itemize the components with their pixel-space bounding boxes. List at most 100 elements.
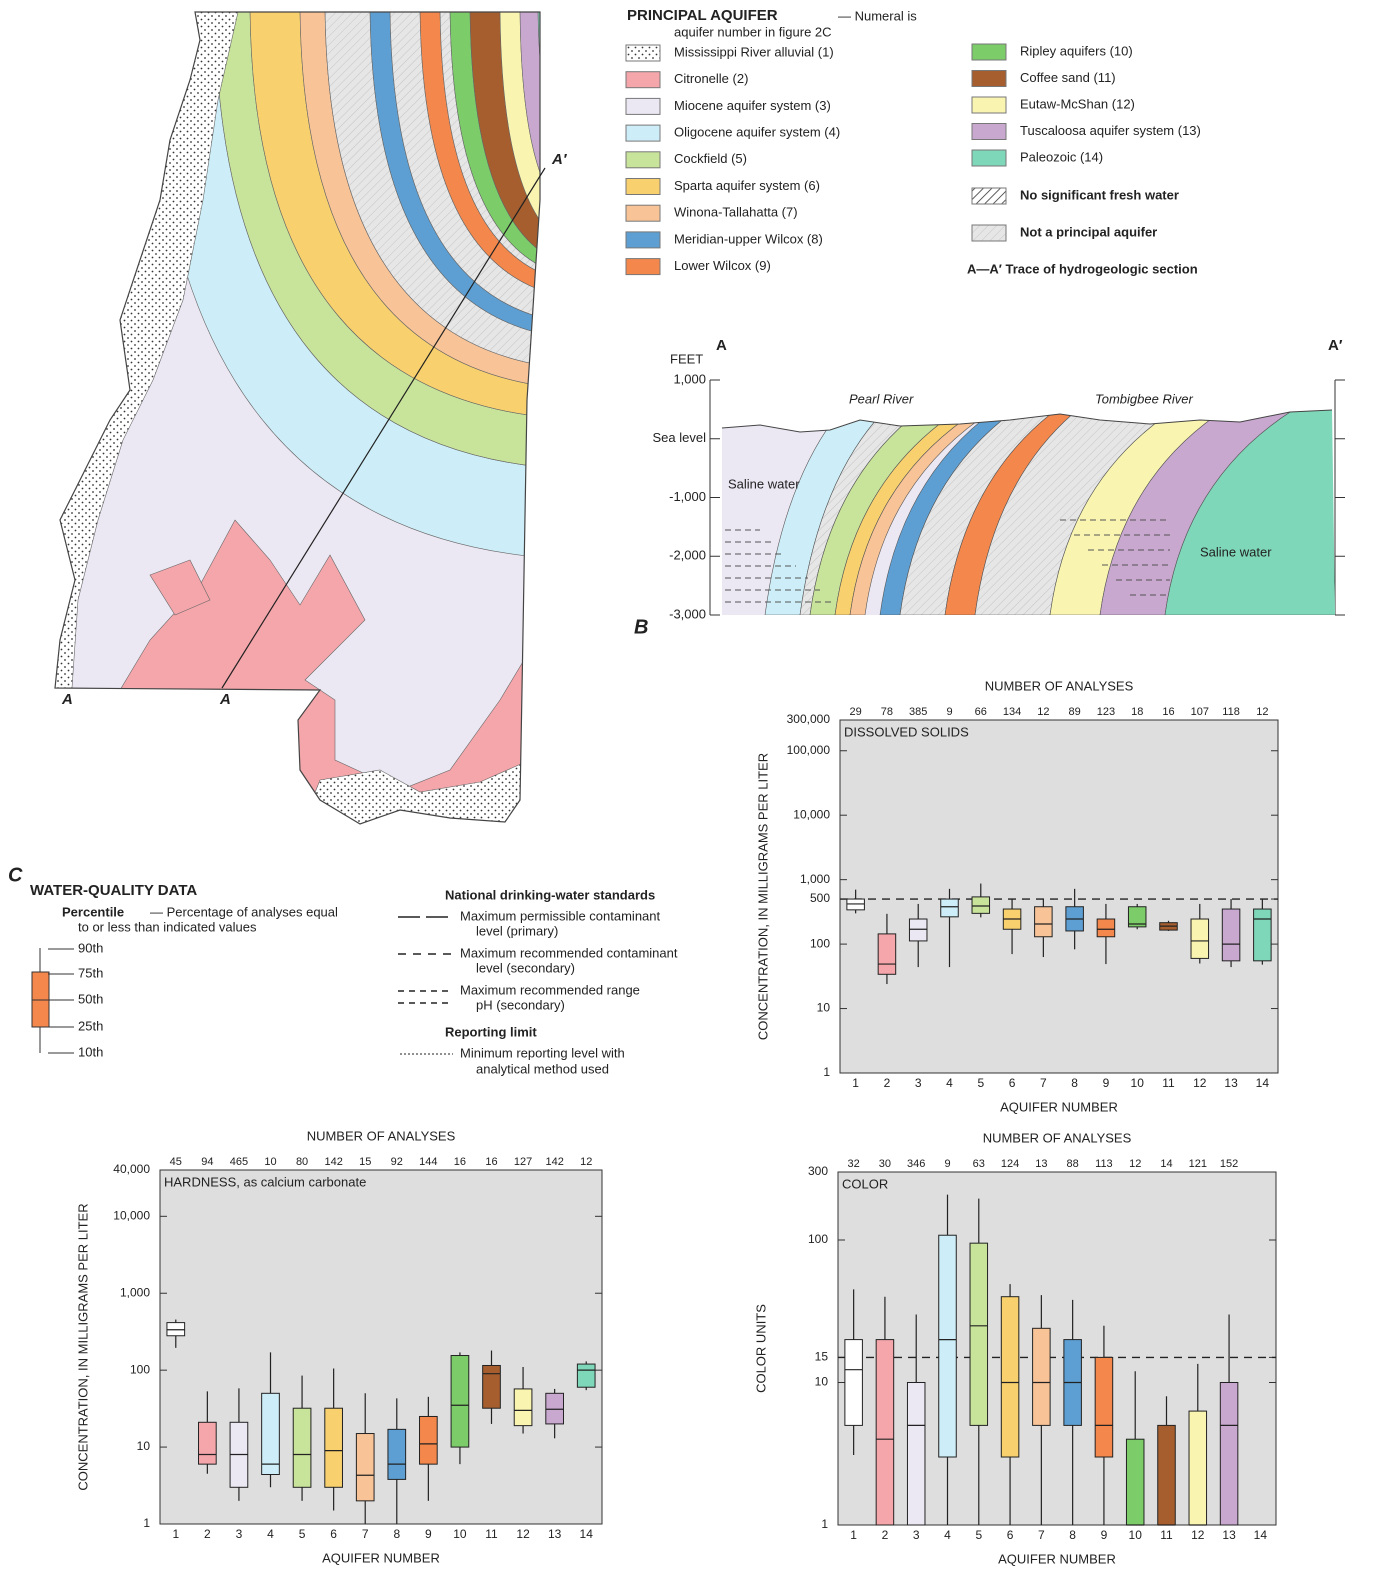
x-tick-label: 7 bbox=[1040, 1076, 1047, 1090]
box bbox=[1095, 1357, 1113, 1457]
chart-title: COLOR bbox=[842, 1176, 888, 1191]
y-tick-label: 1,000 bbox=[120, 1285, 150, 1299]
box bbox=[1220, 1382, 1238, 1525]
legend-text: Maximum permissible contaminant bbox=[460, 908, 661, 923]
y-tick-label: 300,000 bbox=[787, 712, 831, 726]
y-tick-label: 300 bbox=[808, 1164, 828, 1178]
count-label: 16 bbox=[485, 1156, 497, 1168]
legend-swatch bbox=[626, 152, 660, 168]
count-label: 346 bbox=[907, 1158, 925, 1170]
box bbox=[972, 897, 990, 913]
legend-swatch bbox=[972, 71, 1006, 87]
legend-label: Meridian-upper Wilcox (8) bbox=[674, 231, 823, 246]
x-tick-label: 7 bbox=[1038, 1528, 1045, 1542]
count-label: 152 bbox=[1220, 1158, 1238, 1170]
y-tick-label: 10 bbox=[137, 1439, 151, 1453]
y-tick-label: -2,000 bbox=[669, 548, 706, 563]
x-tick-label: 11 bbox=[1162, 1076, 1175, 1090]
count-label: 18 bbox=[1131, 706, 1143, 718]
box bbox=[941, 899, 959, 917]
y-tick-label: 40,000 bbox=[113, 1162, 150, 1176]
count-label: 45 bbox=[170, 1156, 182, 1168]
legend-swatch bbox=[626, 179, 660, 195]
x-tick-label: 12 bbox=[516, 1527, 530, 1541]
x-tick-label: 8 bbox=[1069, 1528, 1076, 1542]
x-tick-label: 14 bbox=[1254, 1528, 1268, 1542]
box bbox=[514, 1389, 532, 1426]
y-tick-label: 10,000 bbox=[793, 807, 830, 821]
legend-label: Citronelle (2) bbox=[674, 71, 748, 86]
x-tick-label: 6 bbox=[1007, 1528, 1014, 1542]
x-tick-label: 3 bbox=[913, 1528, 920, 1542]
y-tick-label: 10 bbox=[817, 1001, 831, 1015]
x-tick-label: 1 bbox=[850, 1528, 857, 1542]
count-label: 142 bbox=[545, 1156, 563, 1168]
percentile-label: 50th bbox=[78, 991, 103, 1006]
legend-text: pH (secondary) bbox=[476, 997, 565, 1012]
box bbox=[1254, 909, 1272, 961]
legend-text: Minimum reporting level with bbox=[460, 1045, 625, 1060]
box bbox=[262, 1393, 280, 1474]
x-tick-label: 10 bbox=[1131, 1076, 1145, 1090]
y-axis-title: CONCENTRATION, IN MILLIGRAMS PER LITER bbox=[75, 1203, 90, 1490]
count-label: 15 bbox=[359, 1156, 371, 1168]
section-body bbox=[720, 400, 1355, 620]
panel-label: B bbox=[634, 616, 648, 638]
count-label: 12 bbox=[1129, 1158, 1141, 1170]
x-tick-label: 2 bbox=[204, 1527, 211, 1541]
box bbox=[939, 1235, 957, 1457]
count-label: 12 bbox=[1256, 706, 1268, 718]
legend-label: Ripley aquifers (10) bbox=[1020, 43, 1133, 58]
x-tick-label: 2 bbox=[884, 1076, 891, 1090]
percentile-label: 25th bbox=[78, 1018, 103, 1033]
box bbox=[907, 1382, 925, 1525]
x-tick-label: 8 bbox=[393, 1527, 400, 1541]
count-label: 107 bbox=[1191, 706, 1209, 718]
count-label: 465 bbox=[230, 1156, 248, 1168]
x-tick-label: 10 bbox=[1129, 1528, 1143, 1542]
x-tick-label: 11 bbox=[1160, 1528, 1173, 1542]
x-axis-title: AQUIFER NUMBER bbox=[322, 1550, 440, 1565]
box bbox=[876, 1340, 894, 1525]
page: {"map":{"labels":["A","A","A′"]}, "legen… bbox=[0, 0, 1377, 1589]
count-label: 121 bbox=[1189, 1158, 1207, 1170]
legend-text: level (secondary) bbox=[476, 960, 575, 975]
legend-text: to or less than indicated values bbox=[78, 919, 257, 934]
percentile-label: 10th bbox=[78, 1044, 103, 1059]
x-tick-label: 4 bbox=[267, 1527, 274, 1541]
box bbox=[1158, 1425, 1176, 1525]
y-tick-label: 1 bbox=[143, 1516, 150, 1530]
legend-text: Maximum recommended range bbox=[460, 982, 640, 997]
x-tick-label: 4 bbox=[944, 1528, 951, 1542]
top-axis-title: NUMBER OF ANALYSES bbox=[983, 1130, 1132, 1145]
box-chart: HARDNESS, as calcium carbonateNUMBER OF … bbox=[75, 1128, 602, 1565]
box bbox=[1097, 919, 1115, 937]
y-tick-label: 1,000 bbox=[673, 371, 706, 386]
box bbox=[1126, 1439, 1144, 1525]
plot-area bbox=[840, 720, 1278, 1073]
legend-title: Percentile bbox=[62, 904, 124, 919]
count-label: 30 bbox=[879, 1158, 891, 1170]
legend-label: No significant fresh water bbox=[1020, 187, 1179, 202]
y-tick-label: 1,000 bbox=[800, 872, 830, 886]
box bbox=[970, 1243, 988, 1425]
x-tick-label: 1 bbox=[852, 1076, 859, 1090]
river-label: Tombigbee River bbox=[1095, 391, 1193, 406]
count-label: 80 bbox=[296, 1156, 308, 1168]
top-axis-title: NUMBER OF ANALYSES bbox=[985, 678, 1134, 693]
legend-swatch bbox=[972, 97, 1006, 113]
box bbox=[199, 1422, 217, 1464]
x-axis-title: AQUIFER NUMBER bbox=[998, 1551, 1116, 1566]
x-tick-label: 6 bbox=[1009, 1076, 1016, 1090]
x-tick-label: 8 bbox=[1071, 1076, 1078, 1090]
count-label: 16 bbox=[1162, 706, 1174, 718]
box bbox=[1035, 907, 1053, 937]
legend-subtitle: aquifer number in figure 2C bbox=[674, 24, 832, 39]
legend-label: Coffee sand (11) bbox=[1020, 70, 1116, 85]
count-label: 78 bbox=[881, 706, 893, 718]
plot-area bbox=[160, 1170, 602, 1524]
x-tick-label: 5 bbox=[977, 1076, 984, 1090]
y-axis-title: CONCENTRATION, IN MILLIGRAMS PER LITER bbox=[755, 753, 770, 1040]
